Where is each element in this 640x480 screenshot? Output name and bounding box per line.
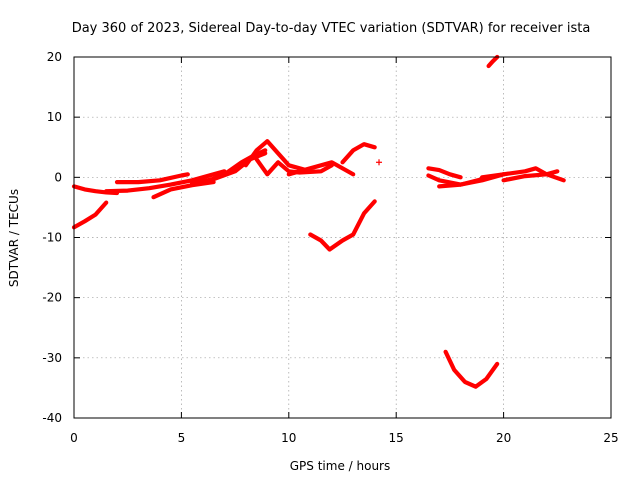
- x-axis-label: GPS time / hours: [290, 459, 391, 473]
- grid: [74, 57, 611, 418]
- y-tick-label: 20: [47, 50, 62, 64]
- x-tick-label: 15: [389, 431, 404, 445]
- data-series-trace-h: [243, 139, 313, 174]
- data-series-trace-j: [286, 160, 356, 177]
- data-point-outlier-1: [376, 159, 383, 166]
- data-series-trace-n: [426, 166, 463, 180]
- y-axis-label: SDTVAR / TECUs: [7, 189, 21, 287]
- data-series-trace-k: [340, 142, 377, 165]
- y-tick-label: -20: [42, 291, 62, 305]
- plot-frame: [73, 56, 612, 419]
- data-series-trace-b: [71, 200, 109, 230]
- data-series-trace-q: [501, 172, 566, 183]
- plot-area: [71, 54, 566, 389]
- x-tick-label: 10: [281, 431, 296, 445]
- y-tick-label: 10: [47, 110, 62, 124]
- y-tick-label: -30: [42, 351, 62, 365]
- x-tick-label: 25: [603, 431, 618, 445]
- data-series-trace-c: [114, 172, 190, 185]
- data-series-trace-i: [254, 157, 334, 177]
- data-series-trace-d: [104, 169, 227, 194]
- data-series-trace-r: [443, 349, 500, 389]
- y-tick-label: -10: [42, 231, 62, 245]
- chart-title: Day 360 of 2023, Sidereal Day-to-day VTE…: [72, 21, 591, 36]
- x-tick-label: 0: [70, 431, 78, 445]
- data-series-trace-l: [308, 199, 377, 252]
- x-tick-label: 5: [178, 431, 186, 445]
- x-tick-label: 20: [496, 431, 511, 445]
- data-series-trace-e: [151, 180, 216, 200]
- axis-ticks: 0 5 10 15 20 25 -40 -30 -20 -10 0 10 20: [42, 50, 618, 445]
- y-tick-label: -40: [42, 411, 62, 425]
- data-series-trace-f: [190, 151, 268, 186]
- data-series-trace-g: [207, 148, 268, 183]
- data-series-trace-s: [486, 54, 500, 69]
- y-tick-label: 0: [54, 170, 62, 184]
